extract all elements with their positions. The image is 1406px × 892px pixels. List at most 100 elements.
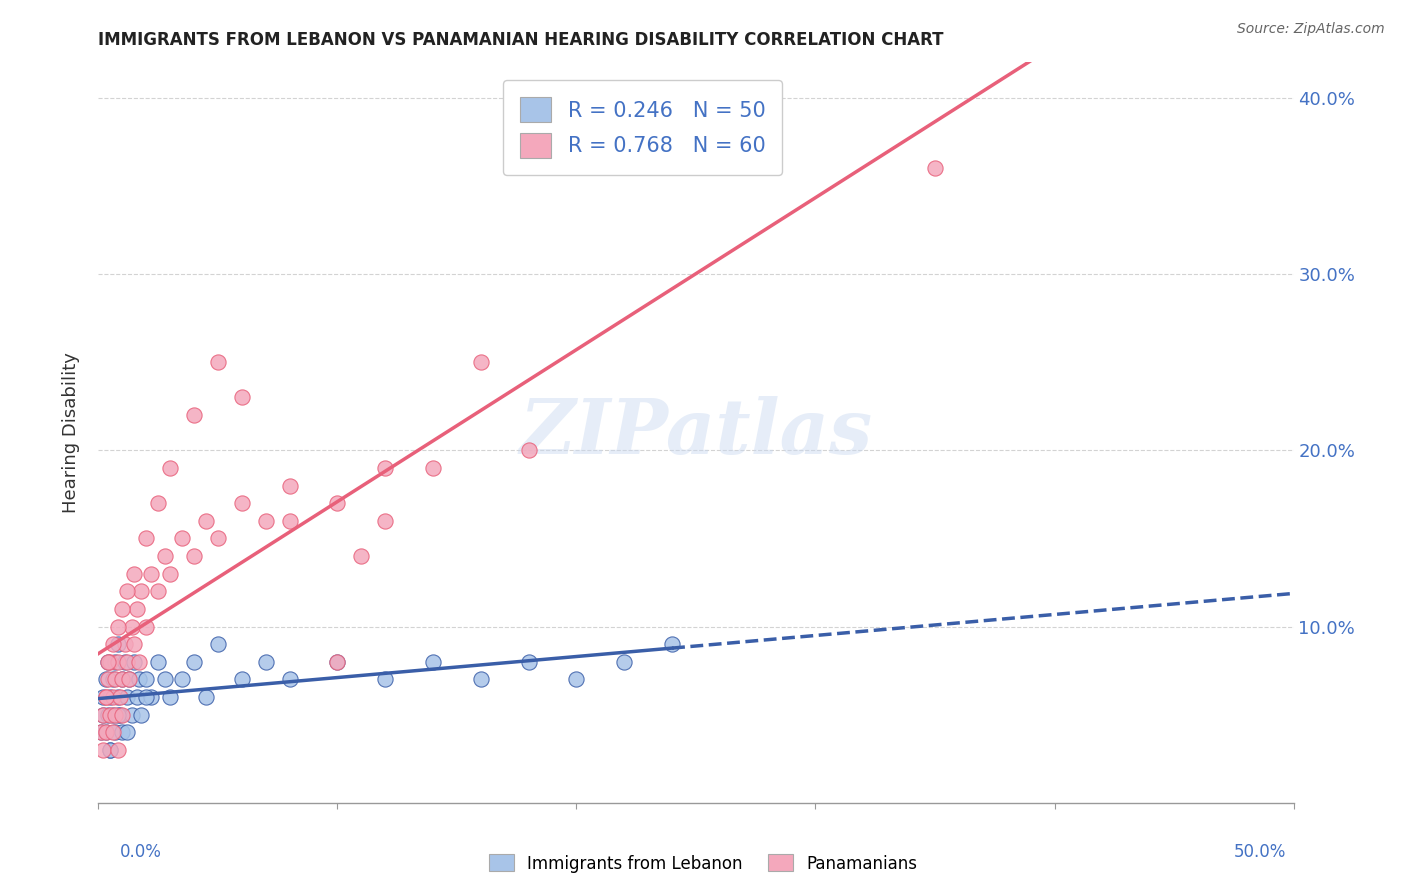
Point — [114, 637, 136, 651]
Point — [121, 707, 143, 722]
Point — [90, 725, 112, 739]
Point — [374, 514, 396, 528]
Point — [124, 637, 146, 651]
Point — [107, 690, 129, 704]
Point — [107, 743, 129, 757]
Point — [90, 725, 112, 739]
Point — [326, 655, 349, 669]
Point — [128, 673, 150, 687]
Point — [115, 690, 138, 704]
Point — [125, 690, 148, 704]
Point — [94, 725, 117, 739]
Point — [374, 673, 396, 687]
Point — [159, 461, 181, 475]
Point — [183, 655, 205, 669]
Point — [101, 725, 124, 739]
Point — [108, 707, 131, 722]
Point — [422, 655, 444, 669]
Point — [139, 566, 162, 581]
Point — [231, 496, 253, 510]
Point — [91, 707, 114, 722]
Point — [104, 673, 127, 687]
Point — [111, 707, 134, 722]
Point — [111, 673, 134, 687]
Point — [115, 725, 138, 739]
Point — [91, 707, 114, 722]
Point — [207, 355, 229, 369]
Point — [97, 655, 120, 669]
Point — [94, 673, 117, 687]
Point — [104, 655, 127, 669]
Point — [231, 673, 253, 687]
Point — [98, 743, 122, 757]
Point — [139, 690, 162, 704]
Point — [114, 655, 136, 669]
Point — [101, 690, 124, 704]
Point — [107, 619, 129, 633]
Point — [326, 496, 349, 510]
Point — [517, 443, 540, 458]
Point — [118, 673, 141, 687]
Point — [115, 584, 138, 599]
Point — [98, 707, 122, 722]
Point — [148, 584, 170, 599]
Legend: Immigrants from Lebanon, Panamanians: Immigrants from Lebanon, Panamanians — [482, 847, 924, 880]
Point — [195, 690, 218, 704]
Point — [565, 673, 588, 687]
Point — [131, 707, 153, 722]
Point — [278, 478, 301, 492]
Text: IMMIGRANTS FROM LEBANON VS PANAMANIAN HEARING DISABILITY CORRELATION CHART: IMMIGRANTS FROM LEBANON VS PANAMANIAN HE… — [98, 31, 943, 49]
Point — [101, 673, 124, 687]
Point — [254, 514, 277, 528]
Point — [661, 637, 683, 651]
Point — [107, 637, 129, 651]
Point — [135, 619, 157, 633]
Point — [118, 673, 141, 687]
Point — [107, 707, 129, 722]
Point — [101, 707, 124, 722]
Point — [97, 655, 120, 669]
Point — [159, 566, 181, 581]
Point — [207, 532, 229, 546]
Point — [924, 161, 946, 176]
Point — [111, 725, 134, 739]
Point — [94, 690, 117, 704]
Point — [183, 408, 205, 422]
Point — [98, 690, 122, 704]
Point — [159, 690, 181, 704]
Text: ZIPatlas: ZIPatlas — [519, 396, 873, 469]
Point — [207, 637, 229, 651]
Point — [422, 461, 444, 475]
Point — [128, 655, 150, 669]
Point — [470, 673, 492, 687]
Point — [155, 549, 177, 563]
Point — [97, 673, 120, 687]
Point — [108, 690, 131, 704]
Point — [135, 673, 157, 687]
Point — [135, 532, 157, 546]
Text: Source: ZipAtlas.com: Source: ZipAtlas.com — [1237, 22, 1385, 37]
Point — [98, 655, 122, 669]
Point — [195, 514, 218, 528]
Point — [111, 602, 134, 616]
Point — [172, 532, 194, 546]
Point — [517, 655, 540, 669]
Point — [231, 390, 253, 404]
Point — [111, 673, 134, 687]
Point — [124, 566, 146, 581]
Point — [115, 655, 138, 669]
Point — [172, 673, 194, 687]
Point — [98, 743, 122, 757]
Y-axis label: Hearing Disability: Hearing Disability — [62, 352, 80, 513]
Text: 0.0%: 0.0% — [120, 843, 162, 861]
Point — [104, 707, 127, 722]
Legend: R = 0.246   N = 50, R = 0.768   N = 60: R = 0.246 N = 50, R = 0.768 N = 60 — [503, 80, 782, 175]
Point — [135, 690, 157, 704]
Point — [91, 743, 114, 757]
Point — [613, 655, 636, 669]
Point — [104, 725, 127, 739]
Point — [148, 496, 170, 510]
Point — [155, 673, 177, 687]
Point — [470, 355, 492, 369]
Point — [374, 461, 396, 475]
